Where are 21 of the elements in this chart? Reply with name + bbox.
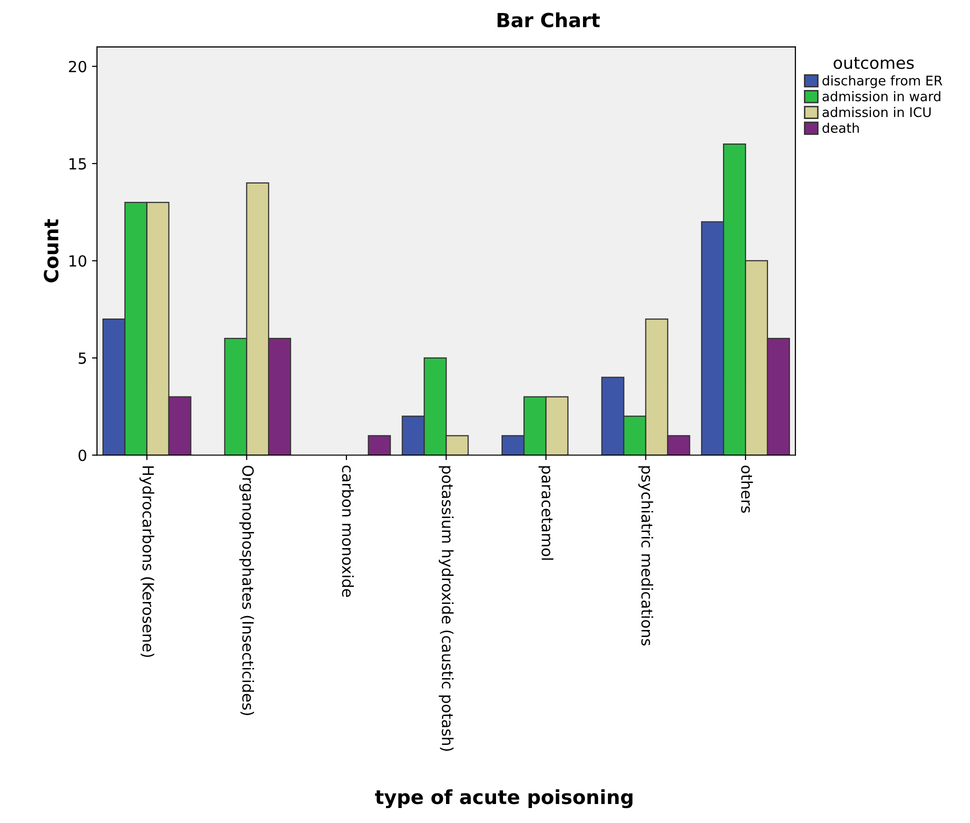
y-tick-label: 20 bbox=[68, 60, 86, 72]
y-tick-label: 0 bbox=[78, 450, 86, 462]
chart-title: Bar Chart bbox=[498, 12, 600, 28]
legend-label: discharge from ER bbox=[822, 75, 942, 88]
y-tick-label: 5 bbox=[78, 352, 86, 364]
x-axis-title: type of acute poisoning bbox=[374, 789, 632, 808]
x-tick-label: others bbox=[741, 466, 753, 513]
legend-title: outcomes bbox=[834, 57, 914, 70]
y-axis-title: Count bbox=[44, 219, 59, 282]
bar bbox=[368, 435, 391, 456]
y-tick-label: 15 bbox=[70, 158, 86, 170]
x-tick-label: potassium hydroxide (caustic potash) bbox=[438, 466, 454, 751]
y-tick-label: 10 bbox=[70, 255, 86, 267]
x-tick-label: psychiatric medications bbox=[638, 466, 654, 646]
legend-label: death bbox=[822, 122, 859, 133]
legend-label: admission in ward bbox=[822, 91, 940, 102]
x-tick-label: carbon monoxide bbox=[342, 466, 354, 597]
x-tick-label: paracetamol bbox=[538, 466, 554, 560]
x-tick-label: Organophosphates (Insecticides) bbox=[239, 466, 254, 716]
x-tick-label: Hydrocarbons (Kerosene) bbox=[139, 466, 154, 657]
legend-label: admission in ICU bbox=[822, 106, 931, 118]
